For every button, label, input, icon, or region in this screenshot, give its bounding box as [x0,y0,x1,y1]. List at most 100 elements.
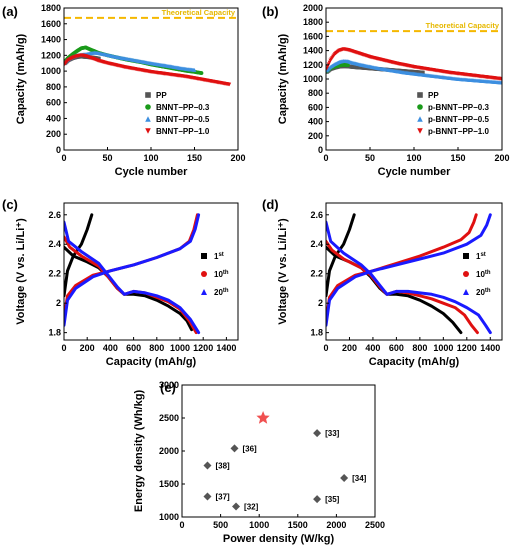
legend-label: 10th [214,270,229,279]
reference-point [203,492,212,501]
discharge-curve [64,245,194,332]
plot-frame [63,202,239,341]
y-tick-label: 800 [46,82,61,92]
series-1st [326,213,463,335]
y-tick-label: 400 [308,117,323,127]
x-tick-label: 400 [103,343,118,353]
plot-frame [181,384,376,518]
y-tick-label: 600 [46,98,61,108]
panel-c: 0 200 400 600 800 1000 1200 1400 1.8 2 2.2 2.4 2.6 Ca… [2,197,239,368]
legend-label: BNNT−PP−1.0 [156,127,210,136]
reference-point [340,474,349,483]
legend-marker [463,271,469,277]
x-tick-label: 100 [143,153,158,163]
y-tick-label: 1800 [303,17,323,27]
legend-marker [201,289,207,295]
legend-marker [145,92,151,98]
reference-label: [34] [352,474,367,483]
theoretical-capacity-label: Theoretical Capacity [162,8,236,17]
reference-label: [35] [325,495,340,504]
legend-label: 20th [214,288,229,297]
panel-e: [38] [37] [36] [32] [33] [35] [34] 0 500 1000 1500… [133,380,385,545]
y-tick-label: 2000 [159,446,179,456]
x-tick-label: 1000 [249,520,269,530]
panel-label: (c) [2,197,18,212]
reference-point [313,429,322,438]
y-tick-label: 2.2 [310,269,323,279]
legend-marker [145,116,151,122]
legend-marker [145,128,151,134]
reference-point [203,461,212,470]
y-tick-label: 400 [46,113,61,123]
x-tick-label: 50 [102,153,112,163]
y-axis-title: Voltage (V vs. Li/Li⁺) [15,218,27,325]
x-axis-title: Capacity (mAh/g) [369,356,460,368]
y-tick-label: 2 [56,298,61,308]
legend-label: BNNT−PP−0.5 [156,115,210,124]
series-10th [64,213,199,335]
x-tick-label: 0 [323,153,328,163]
y-tick-label: 3000 [159,380,179,390]
y-axis-title: Energy density (Wh/kg) [133,390,145,513]
charge-curve [64,213,201,327]
y-axis-title: Capacity (mAh/g) [15,33,27,124]
legend-superscript: th [485,288,491,294]
plot-area [326,30,502,85]
legend-marker [417,116,423,122]
series-20th [326,213,492,335]
x-tick-label: 50 [365,153,375,163]
y-tick-label: 1200 [41,50,61,60]
plot-area [64,213,201,335]
legend-label: 10th [476,270,491,279]
x-tick-label: 1400 [216,343,236,353]
plot-area [203,411,349,511]
reference-label: [38] [215,462,230,471]
legend-label: p-BNNT−PP−1.0 [428,127,489,136]
x-tick-label: 200 [342,343,357,353]
y-tick-label: 2000 [303,3,323,13]
legend-label: PP [156,91,167,100]
x-tick-label: 1000 [170,343,190,353]
panel-a: Theoretical Capacity 0 50 100 150 200 0 200 400 6… [2,3,246,178]
series-p-BNNT−PP−1.0 [326,47,502,81]
x-tick-label: 1200 [457,343,477,353]
x-tick-label: 200 [494,153,509,163]
x-tick-label: 2500 [365,520,385,530]
panel-label: (a) [2,4,18,19]
legend-superscript: th [223,270,229,276]
y-axis-title: Capacity (mAh/g) [277,33,289,124]
x-tick-label: 150 [187,153,202,163]
y-tick-label: 0 [318,145,323,155]
y-tick-label: 200 [308,131,323,141]
legend-superscript: st [480,252,485,258]
y-tick-label: 1500 [159,479,179,489]
series-1st [64,213,194,332]
y-tick-label: 2.6 [48,210,61,220]
plot-frame [63,7,239,151]
plot-area [326,213,492,335]
x-axis-title: Capacity (mAh/g) [106,356,197,368]
x-tick-label: 2000 [326,520,346,530]
x-axis-title: Cycle number [115,166,188,178]
y-tick-label: 2 [318,298,323,308]
reference-point [313,495,322,504]
panel-d: 0 200 400 600 800 1000 1200 1400 1.8 2 2.2 2.4 2.6 Ca… [262,197,503,368]
x-tick-label: 1500 [288,520,308,530]
x-tick-label: 0 [61,153,66,163]
x-axis-title: Power density (W/kg) [223,533,335,545]
y-tick-label: 2500 [159,413,179,423]
plot-area [64,16,238,87]
legend-superscript: st [218,252,223,258]
legend-label: PP [428,91,439,100]
panel-label: (e) [160,380,176,395]
y-tick-label: 1800 [41,3,61,13]
y-tick-label: 1.8 [310,328,323,338]
legend-label: p-BNNT−PP−0.3 [428,103,489,112]
y-tick-label: 1600 [303,31,323,41]
x-tick-label: 600 [126,343,141,353]
legend-marker [201,253,207,259]
x-tick-label: 800 [412,343,427,353]
reference-label: [33] [325,429,340,438]
panel-label: (b) [262,4,279,19]
y-tick-label: 1000 [303,74,323,84]
